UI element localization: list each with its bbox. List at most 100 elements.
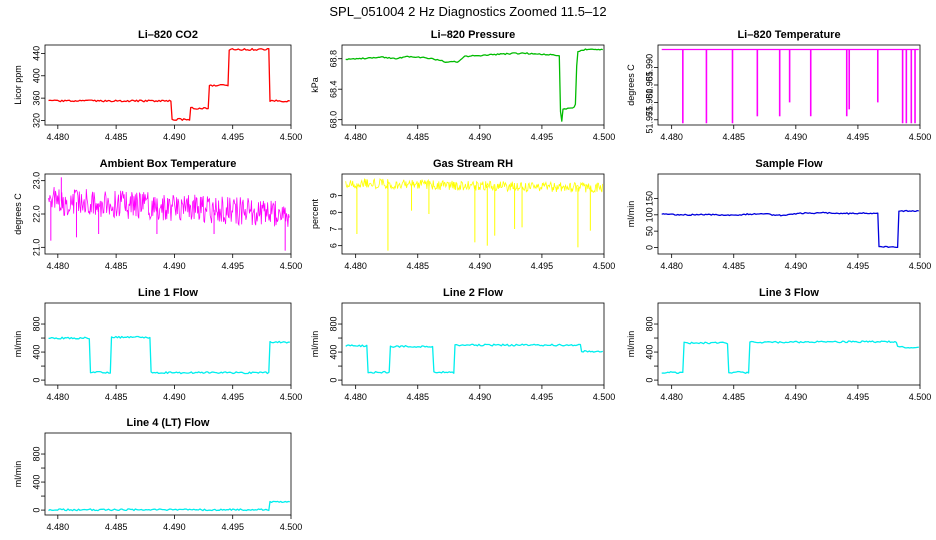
x-tick-label: 4.490 [469, 132, 492, 142]
chart-title: Gas Stream RH [433, 158, 513, 170]
x-tick-label: 4.485 [105, 261, 128, 271]
x-tick-label: 4.490 [163, 132, 186, 142]
chart-panel: Line 3 Flow 4.480 4.485 4.490 4.495 4.500 0 400… [626, 287, 931, 402]
x-tick-label: 4.490 [785, 392, 808, 402]
x-tick-label: 4.485 [105, 132, 128, 142]
x-tick-label: 4.490 [785, 132, 808, 142]
x-tick-label: 4.500 [909, 392, 932, 402]
x-tick-label: 4.480 [660, 132, 683, 142]
y-tick-label: 0 [328, 378, 338, 383]
series-line [345, 48, 603, 122]
x-tick-label: 4.480 [344, 132, 367, 142]
plot-frame [657, 302, 921, 386]
series-line [48, 186, 290, 227]
x-tick-label: 4.485 [105, 392, 128, 402]
y-tick-label: 9 [328, 193, 338, 198]
y-tick-label: 100 [644, 207, 654, 222]
y-axis-label: ml/min [13, 461, 23, 488]
plot-frame [44, 44, 292, 126]
x-tick-label: 4.500 [280, 261, 303, 271]
x-tick-label: 4.500 [280, 522, 303, 532]
y-axis-label: degrees C [13, 193, 23, 235]
series-line [345, 177, 603, 193]
y-tick-label: 51.985 [644, 71, 654, 99]
series-line [661, 340, 919, 374]
chart-title: Ambient Box Temperature [100, 158, 237, 170]
y-tick-label: 800 [644, 317, 654, 332]
y-tick-label: 68.0 [328, 111, 338, 129]
plot-frame [341, 302, 605, 386]
x-tick-label: 4.485 [406, 261, 429, 271]
x-tick-label: 4.495 [531, 261, 554, 271]
y-axis-label: percent [310, 198, 320, 229]
chart-panel: Line 4 (LT) Flow 4.480 4.485 4.490 4.495 4.50… [13, 417, 302, 532]
chart-panel: Li–820 Temperature 4.480 4.485 4.490 4.495 4.… [626, 29, 931, 142]
x-tick-label: 4.490 [163, 522, 186, 532]
x-tick-label: 4.500 [593, 132, 616, 142]
plot-frame [44, 432, 292, 516]
x-tick-label: 4.495 [221, 522, 244, 532]
x-tick-label: 4.495 [847, 132, 870, 142]
x-tick-label: 4.490 [469, 261, 492, 271]
y-tick-label: 51.980 [644, 89, 654, 117]
x-tick-label: 4.500 [909, 261, 932, 271]
x-tick-label: 4.480 [660, 392, 683, 402]
chart-title: Li–820 Pressure [431, 29, 515, 41]
y-axis-label: ml/min [626, 331, 636, 358]
plot-frame [44, 173, 292, 255]
y-tick-label: 51.975 [644, 106, 654, 134]
chart-title: Li–820 CO2 [138, 29, 198, 41]
chart-title: Line 2 Flow [443, 287, 503, 299]
y-tick-label: 50 [644, 226, 654, 236]
x-tick-label: 4.485 [406, 132, 429, 142]
y-tick-label: 0 [644, 245, 654, 250]
y-tick-label: 150 [644, 191, 654, 206]
plot-frame [341, 173, 605, 255]
chart-panel: Gas Stream RH 4.480 4.485 4.490 4.495 4.500 6 7… [310, 158, 615, 271]
plot-frame [657, 173, 921, 255]
y-tick-label: 440 [31, 46, 41, 61]
y-tick-label: 400 [644, 345, 654, 360]
y-axis-label: degrees C [626, 64, 636, 106]
chart-title: Li–820 Temperature [737, 29, 840, 41]
y-axis-label: ml/min [13, 331, 23, 358]
chart-title: Line 4 (LT) Flow [127, 417, 210, 429]
x-tick-label: 4.495 [847, 261, 870, 271]
x-tick-label: 4.490 [163, 261, 186, 271]
y-tick-label: 8 [328, 210, 338, 215]
y-axis-label: ml/min [310, 331, 320, 358]
y-tick-label: 21.0 [31, 239, 41, 257]
y-tick-label: 6 [328, 243, 338, 248]
y-axis-label: Licor ppm [13, 65, 23, 105]
series-line [48, 500, 290, 512]
chart-panel: Ambient Box Temperature 4.480 4.485 4.490 4.… [13, 158, 302, 271]
y-axis-label: ml/min [626, 201, 636, 228]
y-tick-label: 800 [31, 447, 41, 462]
y-tick-label: 320 [31, 113, 41, 128]
chart-title: Sample Flow [755, 158, 823, 170]
y-tick-label: 0 [644, 378, 654, 383]
y-tick-label: 0 [31, 378, 41, 383]
y-tick-label: 400 [328, 345, 338, 360]
y-axis-label: kPa [310, 77, 320, 93]
y-tick-label: 0 [31, 508, 41, 513]
chart-title: Line 1 Flow [138, 287, 198, 299]
x-tick-label: 4.480 [344, 392, 367, 402]
x-tick-label: 4.480 [660, 261, 683, 271]
x-tick-label: 4.500 [280, 392, 303, 402]
chart-panel: Line 2 Flow 4.480 4.485 4.490 4.495 4.500 0 400… [310, 287, 615, 402]
x-tick-label: 4.485 [722, 261, 745, 271]
x-tick-label: 4.500 [593, 392, 616, 402]
y-tick-label: 800 [31, 317, 41, 332]
series-line [661, 209, 919, 249]
plot-frame [341, 44, 605, 126]
y-tick-label: 68.8 [328, 50, 338, 68]
x-tick-label: 4.485 [406, 392, 429, 402]
x-tick-label: 4.480 [47, 132, 70, 142]
x-tick-label: 4.485 [722, 392, 745, 402]
figure-title: SPL_051004 2 Hz Diagnostics Zoomed 11.5–… [329, 4, 606, 19]
x-tick-label: 4.480 [344, 261, 367, 271]
y-tick-label: 7 [328, 226, 338, 231]
x-tick-label: 4.485 [722, 132, 745, 142]
